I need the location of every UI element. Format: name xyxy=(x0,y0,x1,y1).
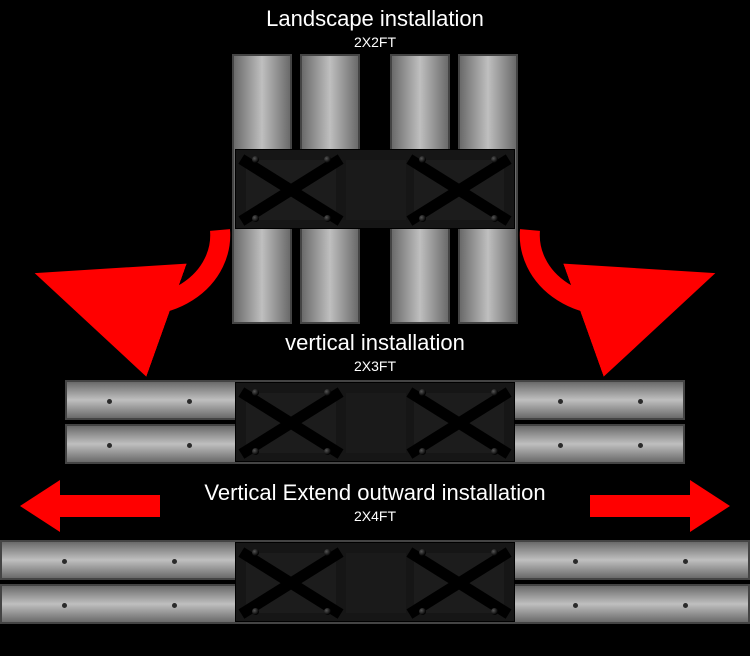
bar-hole xyxy=(558,443,563,448)
bracket-hole xyxy=(324,389,331,396)
bracket-3 xyxy=(235,542,515,622)
section2-stage xyxy=(0,374,750,474)
bracket-hole xyxy=(419,215,426,222)
bar-hole xyxy=(638,399,643,404)
bracket-hole xyxy=(324,215,331,222)
bar-hole xyxy=(107,399,112,404)
bracket-hole xyxy=(419,448,426,455)
bracket-hole xyxy=(252,549,259,556)
bar-hole xyxy=(573,559,578,564)
bracket-hole xyxy=(419,389,426,396)
bar-hole xyxy=(172,603,177,608)
bracket-center xyxy=(346,160,406,220)
bracket-hole xyxy=(252,448,259,455)
bracket-hole xyxy=(491,215,498,222)
bar-hole xyxy=(683,559,688,564)
bar-hole xyxy=(683,603,688,608)
section2-subtitle: 2X3FT xyxy=(0,358,750,374)
bracket-center xyxy=(346,553,406,613)
bracket-hole xyxy=(252,389,259,396)
bracket-hole xyxy=(324,448,331,455)
section1-stage xyxy=(0,50,750,330)
bar-hole xyxy=(558,399,563,404)
bracket-x-right xyxy=(414,553,504,613)
bracket-x-left xyxy=(246,160,336,220)
arrow-left-icon xyxy=(20,480,160,532)
curved-arrow-left-icon xyxy=(80,220,230,340)
bracket-hole xyxy=(419,608,426,615)
bracket-x-right xyxy=(414,393,504,453)
bracket-hole xyxy=(252,156,259,163)
bracket-hole xyxy=(419,549,426,556)
bracket-hole xyxy=(252,215,259,222)
curved-arrow-right-icon xyxy=(520,220,670,340)
bracket-hole xyxy=(491,389,498,396)
bar-hole xyxy=(107,443,112,448)
bar-hole xyxy=(638,443,643,448)
bracket-x-right xyxy=(414,160,504,220)
bracket-x-left xyxy=(246,393,336,453)
bar-hole xyxy=(172,559,177,564)
arrow-right-icon xyxy=(590,480,730,532)
bar-hole xyxy=(62,559,67,564)
bracket-center xyxy=(346,393,406,453)
bracket-hole xyxy=(252,608,259,615)
bracket-hole xyxy=(324,549,331,556)
bracket-hole xyxy=(491,448,498,455)
bracket-1 xyxy=(235,149,515,229)
bar-hole xyxy=(187,399,192,404)
section1-title: Landscape installation xyxy=(0,0,750,32)
bracket-hole xyxy=(491,608,498,615)
section3-stage xyxy=(0,534,750,634)
bracket-hole xyxy=(324,156,331,163)
bracket-hole xyxy=(324,608,331,615)
bar-hole xyxy=(62,603,67,608)
section1-subtitle: 2X2FT xyxy=(0,34,750,50)
bar-hole xyxy=(187,443,192,448)
section3-title-row: Vertical Extend outward installation 2X4… xyxy=(0,474,750,534)
bracket-2 xyxy=(235,382,515,462)
bracket-hole xyxy=(419,156,426,163)
bar-hole xyxy=(573,603,578,608)
bracket-x-left xyxy=(246,553,336,613)
bracket-hole xyxy=(491,156,498,163)
bracket-hole xyxy=(491,549,498,556)
